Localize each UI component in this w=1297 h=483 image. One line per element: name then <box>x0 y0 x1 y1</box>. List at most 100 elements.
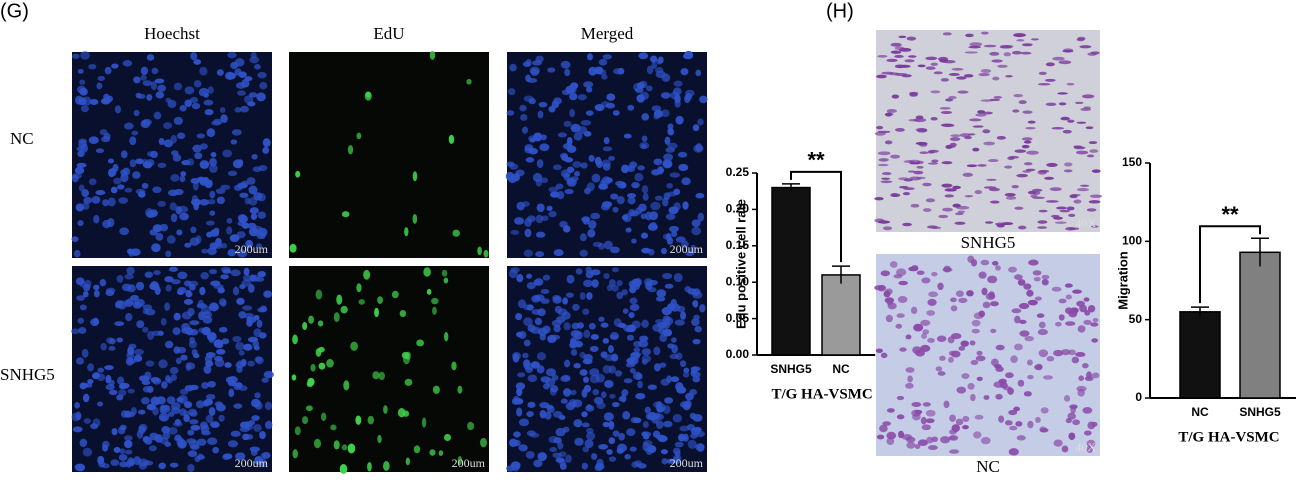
cell <box>895 268 907 276</box>
cell <box>988 291 995 299</box>
cell <box>521 126 529 134</box>
cell <box>209 157 217 167</box>
cell <box>91 195 101 204</box>
cell <box>213 284 224 290</box>
cell <box>581 411 588 418</box>
cell <box>167 99 177 109</box>
cell <box>548 105 556 113</box>
cell <box>930 62 939 66</box>
cell <box>248 283 255 293</box>
cell <box>320 412 327 422</box>
cell <box>310 363 316 372</box>
cell <box>641 319 649 328</box>
cell <box>1021 137 1033 141</box>
cell <box>922 329 930 335</box>
cell <box>553 249 564 257</box>
cell <box>581 422 590 428</box>
cell <box>305 405 313 412</box>
cell <box>244 95 254 104</box>
cell <box>898 430 905 439</box>
cell <box>627 104 635 111</box>
cell <box>1084 309 1091 316</box>
cell <box>520 114 528 121</box>
cell <box>984 221 994 224</box>
cell <box>651 169 661 176</box>
cell <box>209 164 218 173</box>
cell <box>1014 315 1021 324</box>
cell <box>404 378 413 386</box>
cell <box>220 274 229 280</box>
image-label: SNHG5 <box>961 233 1016 252</box>
y-axis-label: Edu positive cell rate <box>733 199 748 329</box>
cell <box>155 232 164 241</box>
cell <box>1018 100 1027 105</box>
cell <box>1011 308 1022 314</box>
cell <box>938 214 949 219</box>
cell <box>607 345 614 354</box>
cell <box>161 381 168 389</box>
cell <box>686 423 695 431</box>
cell <box>631 461 639 468</box>
cell <box>189 96 199 103</box>
y-tick-label: 0.05 <box>726 311 750 325</box>
cell <box>108 338 116 345</box>
cell <box>980 437 991 445</box>
cell <box>101 136 111 143</box>
cell <box>173 421 183 427</box>
cell <box>1092 318 1099 323</box>
cell <box>987 159 999 163</box>
cell <box>209 210 216 216</box>
cell <box>579 233 587 242</box>
cell <box>292 449 298 459</box>
cell <box>457 385 463 394</box>
cell <box>232 286 240 296</box>
cell <box>886 431 897 440</box>
cell <box>1054 221 1067 224</box>
cell <box>109 167 117 177</box>
x-tick-label: SNHG5 <box>1239 405 1281 419</box>
cell <box>880 180 893 184</box>
panel-label: (G) <box>0 0 29 22</box>
cell <box>96 373 106 382</box>
cell <box>191 195 199 204</box>
cell <box>1024 336 1035 342</box>
cell <box>372 371 380 380</box>
cell <box>945 144 953 149</box>
cell <box>921 277 931 284</box>
cell <box>228 389 235 397</box>
cell <box>159 404 166 414</box>
cell <box>995 366 1004 372</box>
cell <box>1058 102 1067 106</box>
cell <box>969 42 983 47</box>
cell <box>986 178 997 181</box>
cell <box>610 353 619 362</box>
cell <box>507 88 516 96</box>
cell <box>199 160 210 169</box>
cell <box>1078 375 1085 381</box>
cell <box>905 436 916 443</box>
cell <box>981 287 988 296</box>
cell <box>574 437 584 446</box>
cell <box>1016 173 1029 178</box>
cell <box>256 319 263 328</box>
cell <box>642 192 649 201</box>
cell <box>1034 364 1043 371</box>
cell <box>982 129 991 134</box>
cell <box>645 413 653 420</box>
cell <box>930 90 941 94</box>
cell <box>222 149 233 158</box>
cell <box>535 214 544 224</box>
cell <box>667 123 674 130</box>
cell <box>567 177 574 185</box>
cell <box>912 346 922 354</box>
cell <box>448 134 455 144</box>
cell <box>413 445 421 454</box>
cell <box>653 158 663 166</box>
cell <box>133 354 143 362</box>
cell <box>975 355 986 362</box>
cell <box>907 375 913 383</box>
cell <box>160 317 167 326</box>
cell <box>256 243 262 249</box>
cell <box>1025 168 1036 172</box>
cell <box>184 86 195 95</box>
